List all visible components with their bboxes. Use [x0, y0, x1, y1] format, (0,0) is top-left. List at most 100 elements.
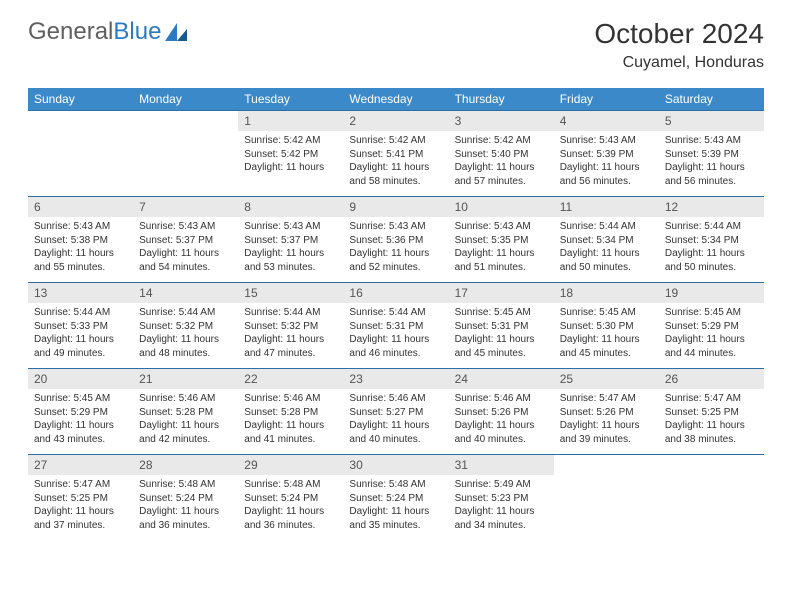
- day-number: 24: [449, 369, 554, 389]
- day-number: 7: [133, 197, 238, 217]
- calendar-cell: 21Sunrise: 5:46 AMSunset: 5:28 PMDayligh…: [133, 369, 238, 455]
- daylight-text: Daylight: 11 hours and 50 minutes.: [665, 247, 758, 274]
- calendar-cell: 12Sunrise: 5:44 AMSunset: 5:34 PMDayligh…: [659, 197, 764, 283]
- sunset-text: Sunset: 5:35 PM: [455, 234, 548, 248]
- day-number: 1: [238, 111, 343, 131]
- cell-details: Sunrise: 5:43 AMSunset: 5:39 PMDaylight:…: [659, 131, 764, 191]
- sunset-text: Sunset: 5:30 PM: [560, 320, 653, 334]
- sunset-text: Sunset: 5:37 PM: [139, 234, 232, 248]
- sunset-text: Sunset: 5:26 PM: [455, 406, 548, 420]
- sunrise-text: Sunrise: 5:47 AM: [665, 392, 758, 406]
- sunrise-text: Sunrise: 5:48 AM: [139, 478, 232, 492]
- cell-details: Sunrise: 5:44 AMSunset: 5:33 PMDaylight:…: [28, 303, 133, 363]
- day-number: 3: [449, 111, 554, 131]
- daylight-text: Daylight: 11 hours and 46 minutes.: [349, 333, 442, 360]
- calendar-cell: 13Sunrise: 5:44 AMSunset: 5:33 PMDayligh…: [28, 283, 133, 369]
- calendar-cell: 18 Sunrise: 5:45 AMSunset: 5:30 PMDayligh…: [554, 283, 659, 369]
- cell-details: Sunrise: 5:47 AMSunset: 5:25 PMDaylight:…: [659, 389, 764, 449]
- sunset-text: Sunset: 5:25 PM: [665, 406, 758, 420]
- day-number: 11: [554, 197, 659, 217]
- calendar-cell: 7Sunrise: 5:43 AMSunset: 5:37 PMDaylight…: [133, 197, 238, 283]
- sunset-text: Sunset: 5:27 PM: [349, 406, 442, 420]
- calendar-cell: 14Sunrise: 5:44 AMSunset: 5:32 PMDayligh…: [133, 283, 238, 369]
- sunset-text: Sunset: 5:40 PM: [455, 148, 548, 162]
- cell-details: Sunrise: 5:42 AMSunset: 5:42 PMDaylight:…: [238, 131, 343, 178]
- dayname-row: SundayMondayTuesdayWednesdayThursdayFrid…: [28, 88, 764, 111]
- cell-details: Sunrise: 5:43 AMSunset: 5:36 PMDaylight:…: [343, 217, 448, 277]
- dayname-cell: Friday: [554, 88, 659, 111]
- calendar-cell: 6Sunrise: 5:43 AMSunset: 5:38 PMDaylight…: [28, 197, 133, 283]
- sunrise-text: Sunrise: 5:42 AM: [455, 134, 548, 148]
- cell-details: Sunrise: 5:44 AMSunset: 5:34 PMDaylight:…: [554, 217, 659, 277]
- cell-details: Sunrise: 5:47 AMSunset: 5:26 PMDaylight:…: [554, 389, 659, 449]
- sunset-text: Sunset: 5:31 PM: [455, 320, 548, 334]
- day-number: 30: [343, 455, 448, 475]
- cell-details: Sunrise: 5:46 AMSunset: 5:26 PMDaylight:…: [449, 389, 554, 449]
- logo-sail-icon: [163, 21, 189, 43]
- calendar-cell: 19Sunrise: 5:45 AMSunset: 5:29 PMDayligh…: [659, 283, 764, 369]
- logo: GeneralBlue: [28, 18, 189, 46]
- sunrise-text: Sunrise: 5:45 AM: [560, 306, 653, 320]
- sunset-text: Sunset: 5:37 PM: [244, 234, 337, 248]
- sunrise-text: Sunrise: 5:46 AM: [139, 392, 232, 406]
- sunset-text: Sunset: 5:28 PM: [244, 406, 337, 420]
- day-number: 20: [28, 369, 133, 389]
- daylight-text: Daylight: 11 hours and 45 minutes.: [560, 333, 653, 360]
- sunset-text: Sunset: 5:33 PM: [34, 320, 127, 334]
- day-number: 4: [554, 111, 659, 131]
- day-number: 6: [28, 197, 133, 217]
- calendar-cell: 11Sunrise: 5:44 AMSunset: 5:34 PMDayligh…: [554, 197, 659, 283]
- sunrise-text: Sunrise: 5:42 AM: [349, 134, 442, 148]
- sunset-text: Sunset: 5:39 PM: [665, 148, 758, 162]
- dayname-cell: Thursday: [449, 88, 554, 111]
- calendar-cell: 4Sunrise: 5:43 AMSunset: 5:39 PMDaylight…: [554, 111, 659, 197]
- daylight-text: Daylight: 11 hours and 42 minutes.: [139, 419, 232, 446]
- sunrise-text: Sunrise: 5:43 AM: [665, 134, 758, 148]
- calendar-cell: 28Sunrise: 5:48 AMSunset: 5:24 PMDayligh…: [133, 455, 238, 541]
- sunrise-text: Sunrise: 5:48 AM: [349, 478, 442, 492]
- cell-details: Sunrise: 5:42 AMSunset: 5:41 PMDaylight:…: [343, 131, 448, 191]
- calendar-week-row: 27Sunrise: 5:47 AMSunset: 5:25 PMDayligh…: [28, 455, 764, 541]
- daylight-text: Daylight: 11 hours and 55 minutes.: [34, 247, 127, 274]
- day-number: 9: [343, 197, 448, 217]
- dayname-cell: Saturday: [659, 88, 764, 111]
- sunrise-text: Sunrise: 5:46 AM: [455, 392, 548, 406]
- day-number: 23: [343, 369, 448, 389]
- daylight-text: Daylight: 11 hours and 40 minutes.: [455, 419, 548, 446]
- daylight-text: Daylight: 11 hours and 52 minutes.: [349, 247, 442, 274]
- sunrise-text: Sunrise: 5:44 AM: [34, 306, 127, 320]
- cell-details: Sunrise: 5:48 AMSunset: 5:24 PMDaylight:…: [343, 475, 448, 535]
- daylight-text: Daylight: 11 hours and 41 minutes.: [244, 419, 337, 446]
- daylight-text: Daylight: 11 hours and 39 minutes.: [560, 419, 653, 446]
- daylight-text: Daylight: 11 hours and 49 minutes.: [34, 333, 127, 360]
- cell-details: Sunrise: 5:43 AMSunset: 5:38 PMDaylight:…: [28, 217, 133, 277]
- sunrise-text: Sunrise: 5:44 AM: [665, 220, 758, 234]
- sunset-text: Sunset: 5:32 PM: [139, 320, 232, 334]
- daylight-text: Daylight: 11 hours and 43 minutes.: [34, 419, 127, 446]
- day-number: 10: [449, 197, 554, 217]
- day-number: 26: [659, 369, 764, 389]
- day-number: 17: [449, 283, 554, 303]
- daylight-text: Daylight: 11 hours and 34 minutes.: [455, 505, 548, 532]
- calendar-cell: 26Sunrise: 5:47 AMSunset: 5:25 PMDayligh…: [659, 369, 764, 455]
- sunrise-text: Sunrise: 5:44 AM: [139, 306, 232, 320]
- sunrise-text: Sunrise: 5:46 AM: [244, 392, 337, 406]
- day-number: 18: [554, 283, 659, 303]
- day-number: 14: [133, 283, 238, 303]
- calendar-cell: 29Sunrise: 5:48 AMSunset: 5:24 PMDayligh…: [238, 455, 343, 541]
- sunset-text: Sunset: 5:28 PM: [139, 406, 232, 420]
- sunrise-text: Sunrise: 5:43 AM: [349, 220, 442, 234]
- calendar-cell: 2Sunrise: 5:42 AMSunset: 5:41 PMDaylight…: [343, 111, 448, 197]
- day-number: 31: [449, 455, 554, 475]
- day-number: 25: [554, 369, 659, 389]
- sunrise-text: Sunrise: 5:47 AM: [560, 392, 653, 406]
- sunset-text: Sunset: 5:26 PM: [560, 406, 653, 420]
- sunrise-text: Sunrise: 5:43 AM: [560, 134, 653, 148]
- sunset-text: Sunset: 5:31 PM: [349, 320, 442, 334]
- daylight-text: Daylight: 11 hours and 36 minutes.: [139, 505, 232, 532]
- sunset-text: Sunset: 5:24 PM: [139, 492, 232, 506]
- cell-details: Sunrise: 5:45 AMSunset: 5:31 PMDaylight:…: [449, 303, 554, 363]
- day-number: 2: [343, 111, 448, 131]
- daylight-text: Daylight: 11 hours and 44 minutes.: [665, 333, 758, 360]
- cell-details: Sunrise: 5:43 AMSunset: 5:39 PMDaylight:…: [554, 131, 659, 191]
